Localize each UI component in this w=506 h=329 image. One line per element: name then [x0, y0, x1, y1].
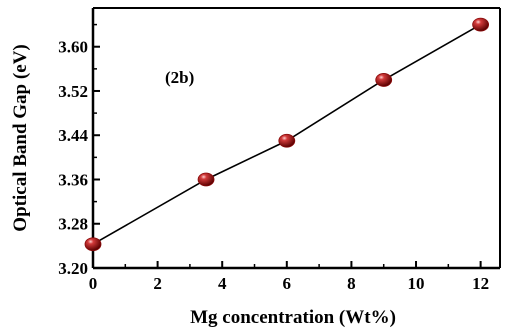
y-tick-label: 3.20 — [58, 259, 88, 278]
data-points — [84, 17, 490, 252]
y-tick-label: 3.28 — [58, 215, 88, 234]
x-tick-label: 6 — [283, 274, 292, 293]
x-tick-label: 4 — [218, 274, 227, 293]
y-tick-label: 3.36 — [58, 170, 88, 189]
axes — [91, 7, 501, 270]
x-tick-label: 8 — [347, 274, 356, 293]
y-axis-title: Optical Band Gap (eV) — [10, 44, 31, 231]
x-tick-label: 12 — [472, 274, 489, 293]
tick-marks — [92, 23, 482, 269]
y-tick-label: 3.60 — [58, 38, 88, 57]
x-axis-title: Mg concentration (Wt%) — [190, 307, 396, 328]
y-tick-label: 3.52 — [58, 82, 88, 101]
data-point — [278, 133, 296, 148]
data-point — [472, 17, 490, 32]
data-point — [84, 237, 102, 252]
data-point — [197, 172, 215, 187]
tick-labels: 0 2 4 6 8 10 12 3.20 3.28 3.36 3.44 3.52 3.60 — [58, 38, 489, 293]
panel-annotation: (2b) — [165, 68, 194, 87]
data-point — [375, 73, 393, 87]
y-tick-label: 3.44 — [58, 126, 88, 145]
x-tick-label: 0 — [89, 274, 98, 293]
x-tick-label: 2 — [153, 274, 162, 293]
x-tick-label: 10 — [408, 274, 425, 293]
